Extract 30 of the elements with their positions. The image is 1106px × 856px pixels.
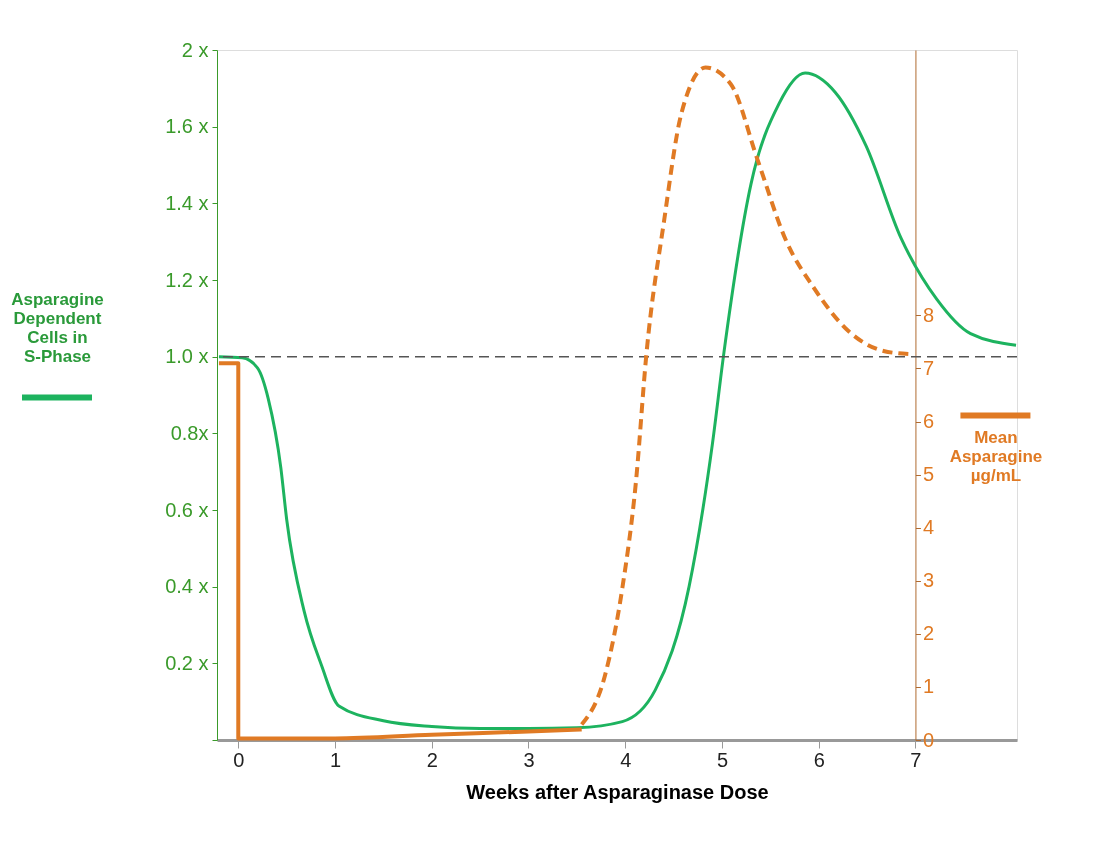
x-tick-label: 1 bbox=[329, 748, 342, 771]
y-tick-label: 2 x bbox=[181, 38, 209, 61]
y2-tick-label: 2 bbox=[922, 622, 935, 645]
y-tick-label: 0.2 x bbox=[165, 651, 209, 674]
y2-tick-label: 7 bbox=[922, 356, 935, 379]
x-tick-label: 7 bbox=[910, 748, 922, 771]
y2-tick-label: 5 bbox=[922, 463, 935, 486]
x-tick-label: 3 bbox=[523, 748, 535, 771]
y2-tick-label: 4 bbox=[922, 516, 935, 539]
x-tick-label: 6 bbox=[813, 748, 825, 771]
y-tick-label: 0.6 x bbox=[165, 498, 209, 521]
x-tick-label: 0 bbox=[233, 748, 245, 771]
y2-axis-title: Mean Asparagine µg/mL bbox=[949, 428, 1043, 485]
y-tick-label: 1.2 x bbox=[165, 268, 209, 291]
y-tick-label: 0.4 x bbox=[165, 575, 209, 598]
y-tick-label: 1.6 x bbox=[165, 115, 209, 138]
y-tick-label: 1.4 x bbox=[165, 191, 209, 214]
x-axis-title: Weeks after Asparaginase Dose bbox=[466, 780, 769, 803]
y-tick-label: 0.8x bbox=[170, 421, 209, 444]
y-tick-label: 1.0 x bbox=[165, 345, 209, 368]
y2-tick-label: 3 bbox=[922, 569, 935, 592]
y2-tick-label: 1 bbox=[922, 675, 935, 698]
line-series bbox=[216, 361, 584, 741]
y2-tick-label: 0 bbox=[922, 728, 935, 751]
y2-tick-label: 6 bbox=[922, 410, 935, 433]
x-tick-label: 5 bbox=[716, 748, 729, 771]
x-tick-label: 4 bbox=[620, 748, 632, 771]
y2-tick-label: 8 bbox=[922, 303, 935, 326]
x-tick-label: 2 bbox=[426, 748, 438, 771]
y-axis-title: Asparagine Dependent Cells in S-Phase bbox=[11, 290, 104, 366]
